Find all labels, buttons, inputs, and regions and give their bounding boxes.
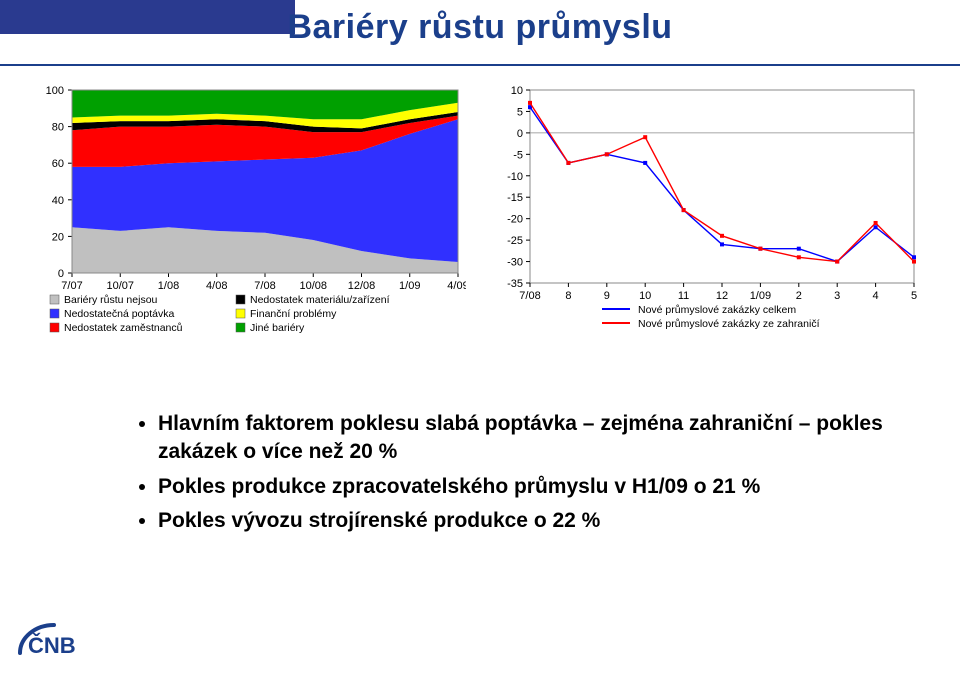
page-title: Bariéry růstu průmyslu [287,8,672,46]
svg-text:60: 60 [52,158,64,170]
svg-text:11: 11 [678,290,689,302]
svg-text:12/08: 12/08 [348,280,376,292]
svg-text:Nedostatečná poptávka: Nedostatečná poptávka [64,308,174,320]
svg-text:10/08: 10/08 [299,280,327,292]
svg-text:1/08: 1/08 [158,280,179,292]
svg-text:7/08: 7/08 [254,280,275,292]
svg-text:Nedostatek materiálu/zařízení: Nedostatek materiálu/zařízení [250,294,390,306]
line-chart: 10 5 0 -5 -10 -15 -20 -25 -30 -357/08 8 9 10 11 12 1/09… [492,86,924,356]
svg-text:-15: -15 [507,192,523,204]
svg-text:-10: -10 [507,171,523,183]
svg-text:5: 5 [517,106,523,118]
svg-text:1/09: 1/09 [399,280,420,292]
svg-text:5: 5 [911,290,917,302]
svg-text:0: 0 [58,268,64,280]
svg-text:20: 20 [52,231,64,243]
svg-text:Finanční problémy: Finanční problémy [250,308,337,320]
svg-text:Jiné bariéry: Jiné bariéry [250,322,305,334]
svg-text:12: 12 [716,290,728,302]
svg-text:-35: -35 [507,278,523,290]
page-title-wrap: Bariéry růstu průmyslu [0,8,960,47]
svg-text:Nedostatek zaměstnanců: Nedostatek zaměstnanců [64,322,183,334]
svg-text:4/09: 4/09 [447,280,466,292]
bullet-item: Pokles produkce zpracovatelského průmysl… [158,473,900,501]
svg-text:-20: -20 [507,214,523,226]
svg-text:-30: -30 [507,257,523,269]
svg-text:Bariéry růstu nejsou: Bariéry růstu nejsou [64,294,158,306]
charts-row: 0204060801007/0710/071/084/087/0810/0812… [36,86,924,356]
svg-text:10: 10 [511,86,523,97]
svg-text:Nové průmyslové zakázky ze zah: Nové průmyslové zakázky ze zahraničí [638,318,820,330]
bullet-list: Hlavním faktorem poklesu slabá poptávka … [140,410,900,541]
svg-text:9: 9 [604,290,610,302]
svg-text:0: 0 [517,128,523,140]
svg-text:1/09: 1/09 [750,290,771,302]
svg-text:10: 10 [639,290,651,302]
svg-text:ČNB: ČNB [28,633,76,658]
svg-text:4/08: 4/08 [206,280,227,292]
svg-text:3: 3 [834,290,840,302]
svg-text:2: 2 [796,290,802,302]
title-underline [0,64,960,66]
cnb-logo: ČNB [18,623,88,659]
svg-text:8: 8 [565,290,571,302]
svg-text:4: 4 [873,290,879,302]
svg-text:-5: -5 [513,149,523,161]
svg-text:7/08: 7/08 [519,290,540,302]
svg-text:10/07: 10/07 [106,280,134,292]
svg-text:100: 100 [46,86,64,97]
bullet-item: Hlavním faktorem poklesu slabá poptávka … [158,410,900,467]
svg-text:7/07: 7/07 [61,280,82,292]
svg-text:80: 80 [52,122,64,134]
svg-text:40: 40 [52,195,64,207]
area-chart: 0 20 40 60 80 100 7/07 10/07 1/08 4/08 7/08 10/08 12… [36,86,468,356]
svg-text:Nové průmyslové zakázky celkem: Nové průmyslové zakázky celkem [638,304,796,316]
bullet-item: Pokles vývozu strojírenské produkce o 22… [158,507,900,535]
svg-text:-25: -25 [507,235,523,247]
